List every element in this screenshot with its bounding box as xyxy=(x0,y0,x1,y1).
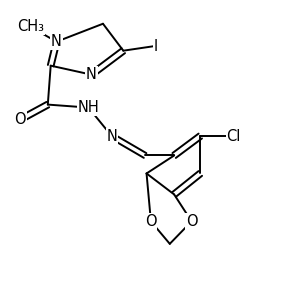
Text: N: N xyxy=(51,34,62,49)
Text: O: O xyxy=(186,214,197,229)
Text: CH₃: CH₃ xyxy=(17,19,44,34)
Text: N: N xyxy=(106,128,117,144)
Text: I: I xyxy=(154,39,158,54)
Text: NH: NH xyxy=(78,100,99,115)
Text: O: O xyxy=(15,112,26,127)
Text: O: O xyxy=(145,214,157,229)
Text: Cl: Cl xyxy=(226,128,241,144)
Text: N: N xyxy=(86,67,97,82)
